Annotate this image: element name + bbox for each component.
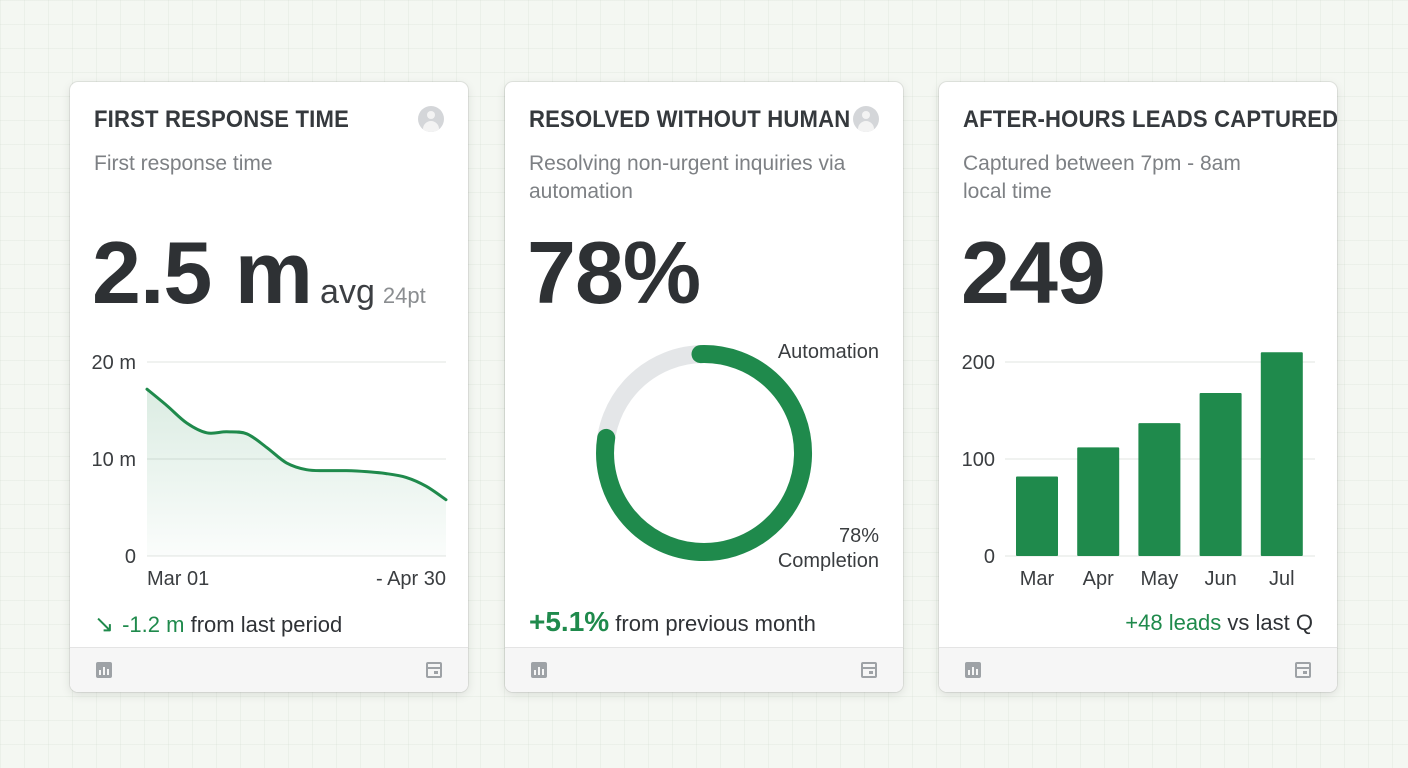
card-subtitle: Resolving non-urgent inquiries via autom… [529, 152, 846, 203]
metric-row: 249 [961, 222, 1106, 324]
x-tick-label: Mar 01 [147, 568, 209, 590]
metric-value: 2.5 m [92, 223, 313, 322]
x-tick-label: Mar [1020, 568, 1055, 590]
card-footer [70, 647, 468, 692]
automation-donut-chart: Automation 78% Completion [596, 341, 879, 572]
card-after-hours-leads: AFTER-HOURS LEADS CAPTURED Captured betw… [939, 82, 1337, 692]
metric-unit-note: 24pt [382, 283, 426, 308]
delta-row: +48 leads vs last Q [1125, 610, 1313, 636]
bar-chart-icon[interactable] [96, 662, 112, 678]
y-tick-label: 0 [984, 546, 995, 568]
card-first-response-time: FIRST RESPONSE TIME First response time … [70, 82, 468, 692]
y-tick-label: 0 [125, 546, 136, 568]
card-footer [939, 647, 1337, 692]
completion-label: Completion [778, 550, 879, 572]
card-subtitle: Captured between 7pm - 8am local time [963, 152, 1241, 203]
donut-legend-label: Automation [778, 341, 879, 363]
y-tick-label: 100 [962, 449, 995, 471]
card-title: AFTER-HOURS LEADS CAPTURED [963, 106, 1337, 133]
window-icon[interactable] [1295, 662, 1311, 678]
y-tick-label: 20 m [92, 352, 136, 374]
x-tick-label: - Apr 30 [376, 568, 446, 590]
delta-row: +5.1% from previous month [529, 606, 816, 638]
card-subtitle: First response time [94, 152, 273, 175]
leads-bar-chart: 200 100 0 Mar Apr May Jun Jul [962, 352, 1315, 590]
card-title: RESOLVED WITHOUT HUMAN [529, 106, 851, 133]
delta-value: +5.1% [529, 606, 610, 637]
bar [1199, 393, 1242, 556]
bar [1016, 476, 1058, 556]
bar [1260, 352, 1303, 556]
x-tick-label: May [1141, 568, 1179, 590]
donut-slice-automation [596, 345, 812, 562]
bar-chart-icon[interactable] [965, 662, 981, 678]
avatar-icon[interactable] [418, 106, 444, 132]
card-title: FIRST RESPONSE TIME [94, 106, 349, 133]
avatar-icon[interactable] [853, 106, 879, 132]
card-footer [505, 647, 903, 692]
y-tick-label: 10 m [92, 449, 136, 471]
delta-suffix: from last period [190, 612, 343, 637]
delta-suffix: vs last Q [1227, 610, 1313, 635]
window-icon[interactable] [426, 662, 442, 678]
delta-value: +48 leads [1125, 610, 1222, 635]
bar [1077, 447, 1120, 556]
x-tick-label: Jun [1204, 568, 1236, 590]
metric-row: 78% [527, 222, 701, 324]
series-line [145, 387, 448, 502]
delta-row: ↘ -1.2 m from last period [94, 610, 342, 639]
delta-suffix: from previous month [615, 611, 816, 636]
y-tick-label: 200 [962, 352, 995, 374]
card-resolved-without-human: RESOLVED WITHOUT HUMAN Resolving non-urg… [505, 82, 903, 692]
metric-value: 78% [527, 223, 701, 322]
bar [1138, 423, 1181, 556]
response-time-area-chart: 20 m 10 m 0 Mar 01 - Apr 30 [92, 352, 448, 590]
window-icon[interactable] [861, 662, 877, 678]
delta-value: -1.2 m [122, 612, 185, 637]
metric-unit: avg [320, 273, 375, 311]
x-tick-label: Apr [1083, 568, 1114, 590]
bar-chart-icon[interactable] [531, 662, 547, 678]
completion-value: 78% [839, 525, 879, 547]
metric-row: 2.5 m avg 24pt [92, 222, 426, 324]
x-tick-label: Jul [1269, 568, 1295, 590]
area-fill [147, 389, 446, 556]
metric-value: 249 [961, 223, 1106, 322]
arrow-down-right-icon: ↘ [94, 611, 115, 638]
